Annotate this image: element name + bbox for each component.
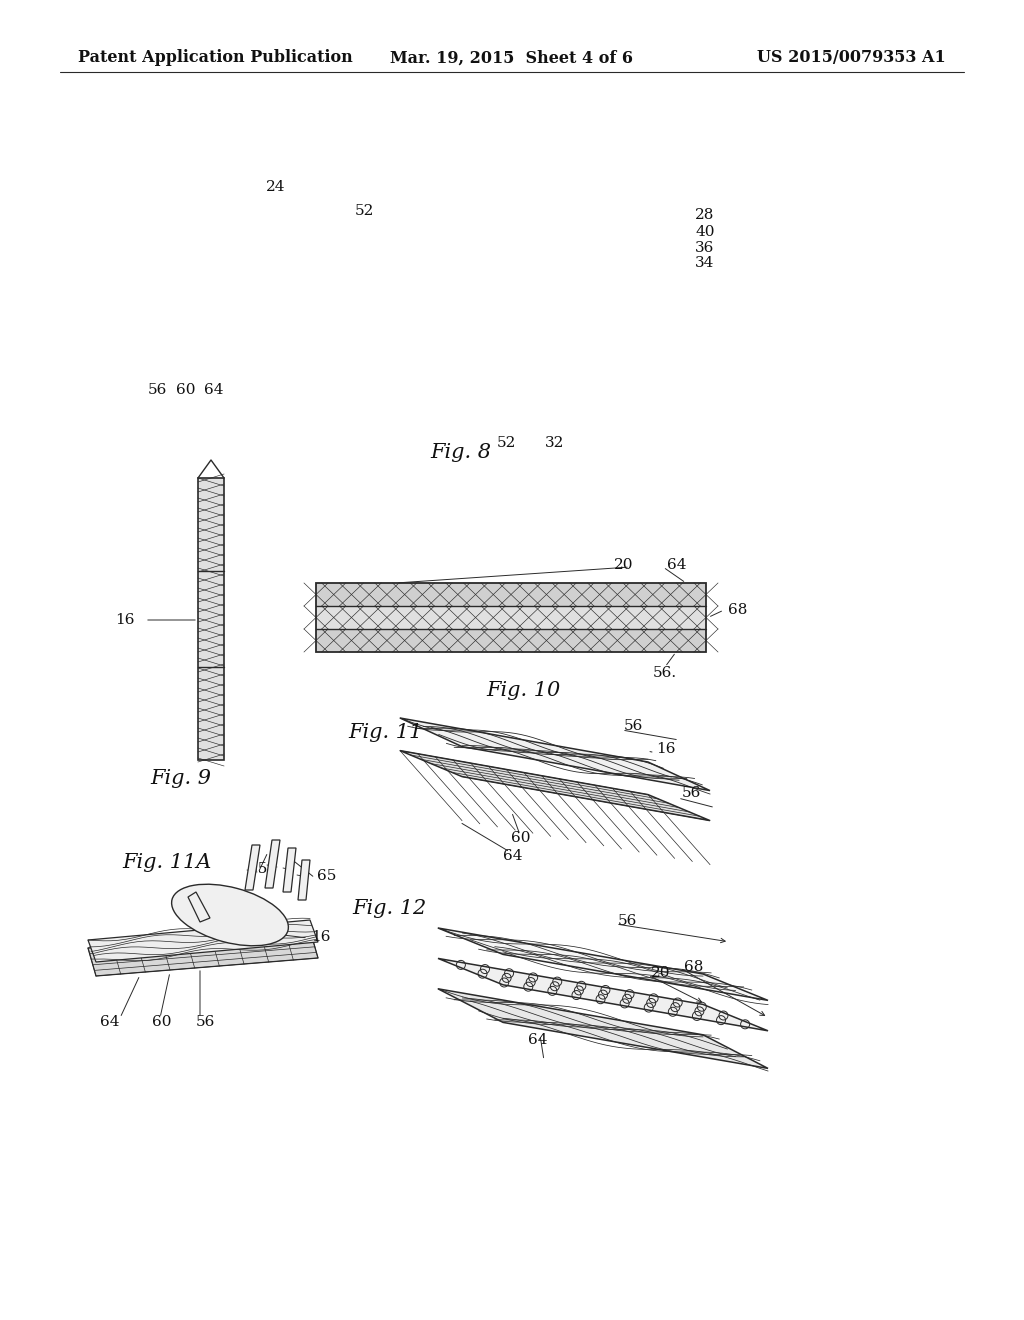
Polygon shape (298, 861, 310, 900)
Text: 60: 60 (152, 1015, 171, 1030)
Text: 56: 56 (682, 785, 701, 800)
Text: 20: 20 (614, 558, 634, 572)
Text: 52: 52 (355, 205, 375, 218)
Polygon shape (400, 751, 710, 821)
Text: 20: 20 (651, 966, 671, 979)
Bar (316, 606, 706, 630)
Text: 68: 68 (684, 960, 703, 974)
Ellipse shape (172, 884, 289, 945)
Text: Fig. 9: Fig. 9 (150, 768, 211, 788)
Text: Patent Application Publication: Patent Application Publication (78, 49, 352, 66)
Bar (198, 478, 224, 760)
Polygon shape (88, 920, 318, 962)
Text: 68: 68 (728, 603, 748, 616)
Text: 24: 24 (266, 180, 286, 194)
Polygon shape (438, 928, 768, 1001)
Polygon shape (245, 845, 260, 890)
Polygon shape (188, 892, 210, 921)
Text: 36: 36 (695, 242, 715, 255)
Polygon shape (283, 847, 296, 892)
Text: 56: 56 (618, 913, 637, 928)
Text: 16: 16 (115, 612, 134, 627)
Text: 65: 65 (317, 869, 336, 883)
Text: 64: 64 (503, 849, 522, 863)
Bar (316, 630, 706, 652)
Text: 64: 64 (667, 558, 686, 572)
Polygon shape (265, 840, 280, 888)
Polygon shape (438, 958, 768, 1031)
Text: 56.: 56. (653, 667, 677, 680)
Text: 32: 32 (545, 436, 564, 450)
Polygon shape (88, 931, 318, 975)
Polygon shape (438, 989, 768, 1068)
Text: 40: 40 (695, 224, 715, 239)
Text: 28: 28 (695, 209, 715, 222)
Bar (316, 583, 706, 652)
Text: 56: 56 (196, 1015, 215, 1030)
Text: 60: 60 (176, 383, 196, 397)
Text: 16: 16 (656, 742, 676, 756)
Text: 56: 56 (148, 383, 167, 397)
Text: Fig. 10: Fig. 10 (486, 681, 560, 700)
Text: US 2015/0079353 A1: US 2015/0079353 A1 (758, 49, 946, 66)
Text: Fig. 11: Fig. 11 (348, 722, 422, 742)
Text: 60: 60 (511, 832, 530, 845)
Text: 52: 52 (497, 436, 516, 450)
Text: 16: 16 (311, 931, 331, 944)
Polygon shape (400, 718, 710, 791)
Text: Fig. 8: Fig. 8 (430, 442, 490, 462)
Text: Fig. 12: Fig. 12 (352, 899, 426, 917)
Text: Mar. 19, 2015  Sheet 4 of 6: Mar. 19, 2015 Sheet 4 of 6 (390, 49, 634, 66)
Text: 64: 64 (100, 1015, 120, 1030)
Bar (316, 583, 706, 606)
Text: Fig. 11A: Fig. 11A (122, 853, 211, 871)
Text: 65: 65 (248, 862, 267, 876)
Text: 34: 34 (695, 256, 715, 271)
Text: 56: 56 (624, 719, 643, 733)
Text: 64: 64 (204, 383, 223, 397)
Text: 64: 64 (528, 1034, 548, 1047)
